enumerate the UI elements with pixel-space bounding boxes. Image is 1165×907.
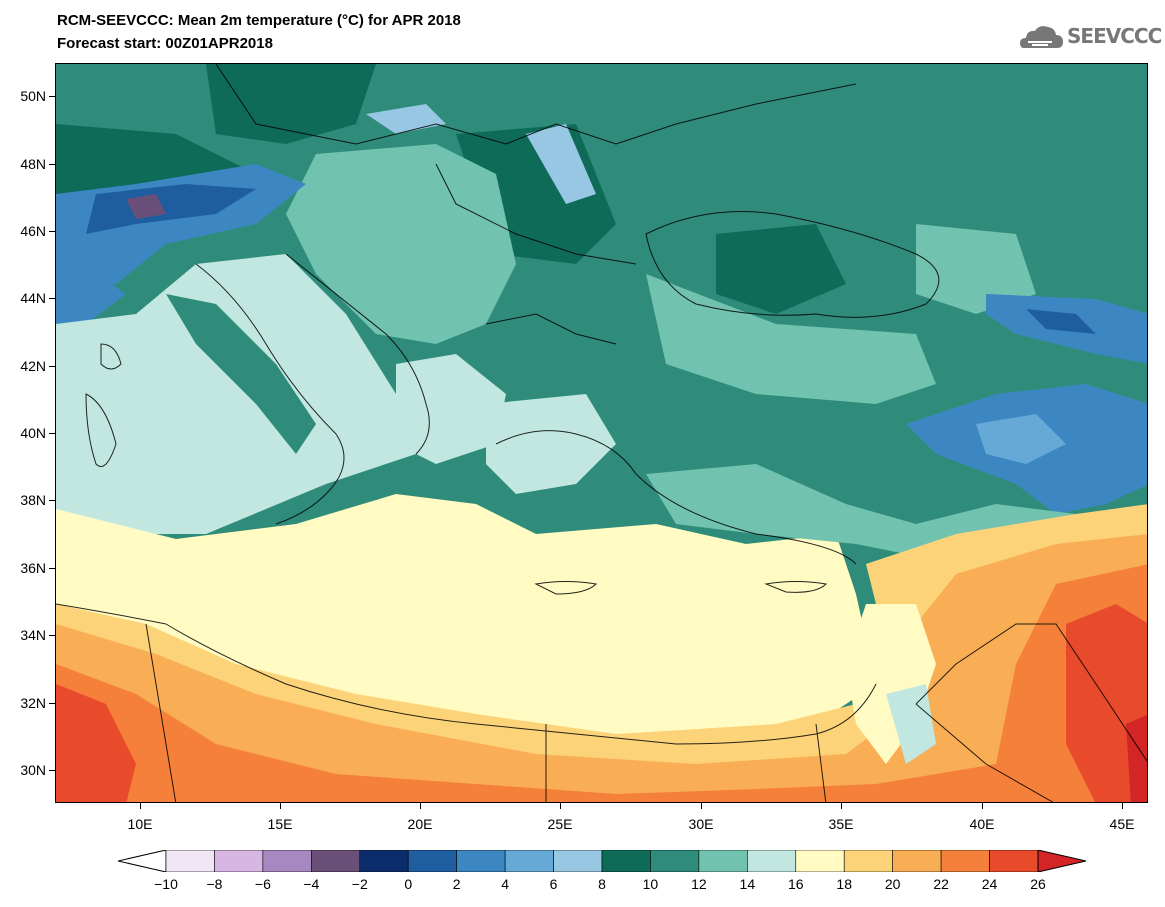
colorbar-box [407,850,457,872]
colorbar-box [650,850,700,872]
lon-label-15e: 15E [267,816,293,832]
colorbar-box [214,850,264,872]
colorbar-label: −6 [254,876,271,892]
lat-label-42n: 42N [20,358,46,374]
colorbar-label: −2 [351,876,368,892]
lon-tick [982,803,983,809]
colorbar-box [311,850,361,872]
lat-tick [49,231,55,232]
lat-tick [49,703,55,704]
colorbar-label: 10 [642,876,659,892]
lon-tick [280,803,281,809]
lat-tick [49,298,55,299]
colorbar-box [504,850,554,872]
colorbar-label: 4 [501,876,509,892]
lon-label-30e: 30E [688,816,714,832]
lat-label-30n: 30N [20,762,46,778]
colorbar-label: 22 [933,876,949,892]
colorbar-label: 16 [787,876,804,892]
lon-tick [560,803,561,809]
lat-label-40n: 40N [20,425,46,441]
colorbar-box [940,850,990,872]
colorbar-box [456,850,506,872]
colorbar-box [747,850,797,872]
colorbar-box [843,850,893,872]
colorbar-box [601,850,651,872]
colorbar-label: 14 [739,876,756,892]
lon-label-10e: 10E [127,816,153,832]
lat-tick [49,366,55,367]
colorbar-box [553,850,603,872]
lat-tick [49,433,55,434]
colorbar-label: 0 [404,876,413,892]
colorbar-label: 24 [981,876,998,892]
lon-tick [420,803,421,809]
country-borders [56,64,1147,802]
lat-tick [49,96,55,97]
lat-label-48n: 48N [20,156,46,172]
colorbar-label: 12 [691,876,707,892]
colorbar-high-triangle [1037,850,1086,872]
colorbar-label: 2 [452,876,461,892]
lon-tick [701,803,702,809]
lat-tick [49,164,55,165]
forecast-start-label: Forecast start: 00Z01APR2018 [57,35,273,52]
colorbar-label: 8 [598,876,606,892]
lon-tick [1122,803,1123,809]
lat-tick [49,770,55,771]
lon-tick [140,803,141,809]
lon-label-25e: 25E [547,816,573,832]
lon-label-35e: 35E [828,816,854,832]
colorbar-box [795,850,845,872]
colorbar [118,850,1086,872]
lon-tick [841,803,842,809]
colorbar-box [359,850,409,872]
colorbar-box [892,850,942,872]
lat-tick [49,568,55,569]
colorbar-label: −8 [206,876,223,892]
lat-label-36n: 36N [20,560,46,576]
colorbar-box [698,850,748,872]
lat-label-38n: 38N [20,492,46,508]
lat-tick [49,500,55,501]
colorbar-label: 18 [836,876,852,892]
cloud-icon [1020,26,1063,48]
temperature-map [55,63,1148,803]
colorbar-box [165,850,215,872]
lat-tick [49,635,55,636]
seevccc-logo: SEEVCCC [1067,24,1162,48]
colorbar-box [989,850,1039,872]
lat-label-44n: 44N [20,290,46,306]
lat-label-32n: 32N [20,695,46,711]
lon-label-45e: 45E [1109,816,1135,832]
lat-label-34n: 34N [20,627,46,643]
colorbar-box [262,850,312,872]
lat-label-46n: 46N [20,223,46,239]
map-title: RCM-SEEVCCC: Mean 2m temperature (°C) fo… [57,12,461,29]
colorbar-label: 20 [884,876,901,892]
colorbar-label: −10 [154,876,178,892]
lon-label-20e: 20E [407,816,433,832]
lon-label-40e: 40E [969,816,995,832]
colorbar-label: 26 [1030,876,1046,892]
colorbar-label: −4 [303,876,320,892]
colorbar-label: 6 [549,876,558,892]
lat-label-50n: 50N [20,88,46,104]
colorbar-low-triangle [118,850,167,872]
